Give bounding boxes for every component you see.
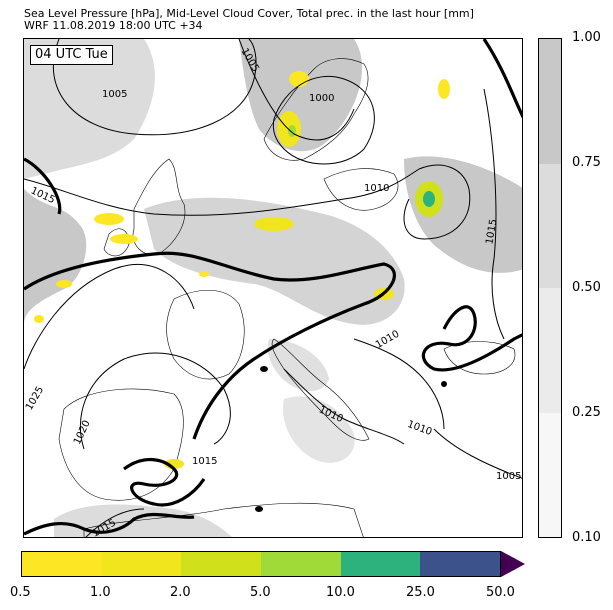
cloud-band-4 — [539, 412, 561, 537]
precip-atlantic-3 — [56, 280, 72, 288]
coastline-italy — [271, 338, 370, 441]
precip-scandinavia-core — [288, 125, 296, 137]
isobar-1005-west — [53, 39, 257, 136]
isobar-1020 — [79, 352, 231, 450]
isobar-label: 1010 — [374, 329, 402, 351]
precip-atlantic-2 — [110, 234, 138, 244]
weather-map: 1005 1005 1000 1015 1010 1015 1010 1025 … — [23, 38, 523, 538]
forecast-time-label: 04 UTC Tue — [30, 45, 113, 65]
coastline-britain — [132, 158, 186, 256]
isobar-layer — [24, 39, 522, 537]
isobar-1015-east — [483, 88, 505, 340]
precip-tick: 1.0 — [90, 585, 111, 600]
precip-tick: 25.0 — [406, 585, 435, 600]
island-marker — [260, 366, 268, 372]
thick-isobar-1015-africa — [123, 458, 206, 507]
cloud-region-eastern-europe — [404, 156, 522, 273]
isobar-label: 1005 — [496, 471, 521, 482]
precip-colorbar — [21, 551, 501, 577]
precip-north — [289, 71, 309, 87]
isobar-1005-scandinavia — [238, 39, 355, 141]
cloud-band-1 — [539, 39, 561, 164]
map-canvas: 1005 1005 1000 1015 1010 1015 1010 1025 … — [24, 39, 522, 537]
isobar-label: 1010 — [364, 183, 389, 194]
isobar-label: 1015 — [192, 456, 217, 467]
isobar-1010-east — [403, 164, 471, 240]
isobar-1000 — [272, 75, 375, 165]
cloud-band-2 — [539, 163, 561, 288]
isobar-label: 1000 — [309, 93, 334, 104]
precip-north-east — [438, 79, 450, 99]
thick-isobar-ne — [482, 39, 522, 119]
cloud-tick: 0.10 — [572, 530, 601, 545]
cloud-region-italy — [267, 339, 329, 391]
cloud-region-north-atlantic — [24, 39, 155, 179]
precip-band-1 — [22, 552, 102, 576]
precip-band-5 — [340, 552, 421, 576]
precip-tick: 0.5 — [10, 585, 31, 600]
isobar-label: 1015 — [484, 218, 499, 245]
precip-colorbar-extend-arrow — [501, 551, 525, 577]
chart-title-line2: WRF 11.08.2019 18:00 UTC +34 — [24, 19, 203, 32]
cloud-band-3 — [539, 288, 561, 413]
thick-isobar-1015-sw — [24, 512, 195, 536]
cloud-region-scandinavia — [239, 39, 363, 152]
precip-band-2 — [101, 552, 182, 576]
coastline-france — [166, 290, 245, 380]
isobar-1010-balkan — [353, 338, 445, 430]
precip-germany — [254, 217, 294, 231]
precip-tick: 2.0 — [170, 585, 191, 600]
cloud-tick: 1.00 — [572, 30, 601, 45]
island-marker — [441, 381, 447, 387]
precip-tick: 10.0 — [326, 585, 355, 600]
island-marker — [255, 506, 263, 512]
cloud-region-iberia-south — [54, 504, 232, 537]
cloud-region-central-europe — [144, 197, 405, 325]
cloud-tick: 0.75 — [572, 155, 601, 170]
precip-atlantic-1 — [94, 213, 124, 225]
precip-russia-core — [423, 191, 435, 207]
cloud-cover-layer — [24, 39, 522, 537]
isobar-label: 1020 — [72, 419, 93, 447]
isobar-1025 — [24, 264, 195, 370]
isobar-1010-italy — [283, 368, 405, 445]
thick-isobar-1015-north — [24, 251, 396, 440]
cloud-region-balkans — [283, 396, 355, 463]
cloud-tick: 0.50 — [572, 280, 601, 295]
cloud-tick: 0.25 — [572, 405, 601, 420]
precip-band-4 — [261, 552, 341, 576]
precip-tick: 5.0 — [250, 585, 271, 600]
precip-channel — [199, 271, 209, 277]
precip-band-3 — [181, 552, 262, 576]
isobar-1015-africa — [85, 508, 145, 537]
isobar-label: 1005 — [102, 89, 127, 100]
coastline-baltic — [323, 168, 399, 211]
marker-layer — [255, 366, 447, 512]
thick-isobar-atlantic — [24, 157, 62, 215]
isobar-1005-south — [433, 428, 522, 479]
precip-biscay — [34, 315, 44, 323]
thick-isobar-layer — [24, 39, 522, 536]
cloud-cover-colorbar — [538, 38, 562, 538]
precip-band-6 — [420, 552, 501, 576]
cloud-region-atlantic — [24, 189, 87, 324]
isobar-label: 1010 — [406, 419, 434, 438]
precip-tick: 50.0 — [486, 585, 515, 600]
isobar-label: 1025 — [24, 385, 46, 413]
thick-isobar-1015-east — [421, 305, 522, 372]
chart-title-line1: Sea Level Pressure [hPa], Mid-Level Clou… — [24, 7, 474, 20]
isobar-1010-north — [24, 168, 420, 216]
